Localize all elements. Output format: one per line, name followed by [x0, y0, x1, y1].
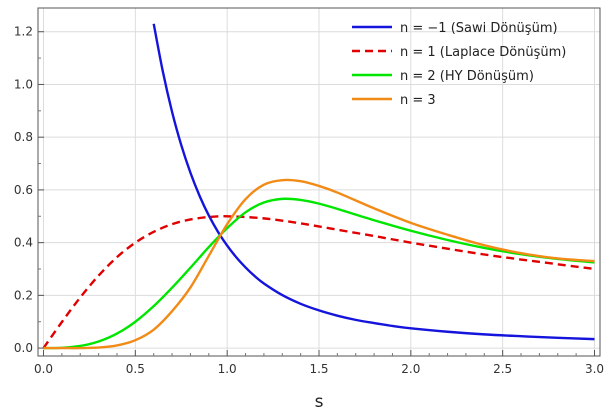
series-line-4	[43, 178, 595, 350]
series-lines	[42, 23, 595, 350]
y-tick-label: 0.6	[14, 183, 33, 197]
x-tick-label: 2.5	[493, 362, 512, 376]
legend-label-1: n = −1 (Sawi Dönüşüm)	[400, 21, 558, 36]
legend: n = −1 (Sawi Dönüşüm) n = 1 (Laplace Dönü…	[352, 21, 566, 108]
y-tick-label: 0.2	[14, 288, 33, 302]
series-line-3	[43, 197, 595, 350]
gridlines	[38, 8, 600, 356]
x-tick-label: 1.5	[309, 362, 328, 376]
x-tick-label: 1.0	[218, 362, 237, 376]
x-tick-label: 3.0	[585, 362, 604, 376]
ticks	[38, 31, 595, 356]
x-tick-label: 2.0	[401, 362, 420, 376]
x-tick-label: 0.0	[34, 362, 53, 376]
legend-label-2: n = 1 (Laplace Dönüşüm)	[400, 45, 566, 60]
legend-label-3: n = 2 (HY Dönüşüm)	[400, 69, 534, 84]
y-tick-label: 0.0	[14, 341, 33, 355]
y-tick-label: 0.8	[14, 130, 33, 144]
y-tick-labels: 0.0 0.2 0.4 0.6 0.8 1.0 1.2	[14, 25, 33, 355]
y-tick-label: 1.2	[14, 25, 33, 39]
series-line-2	[42, 215, 595, 349]
legend-label-4: n = 3	[400, 93, 436, 108]
series-line-1	[152, 23, 595, 341]
x-axis-title: s	[315, 392, 324, 412]
x-tick-labels: 0.0 0.5 1.0 1.5 2.0 2.5 3.0	[34, 362, 604, 376]
x-tick-label: 0.5	[126, 362, 145, 376]
y-tick-label: 0.4	[14, 236, 33, 250]
y-tick-label: 1.0	[14, 77, 33, 91]
